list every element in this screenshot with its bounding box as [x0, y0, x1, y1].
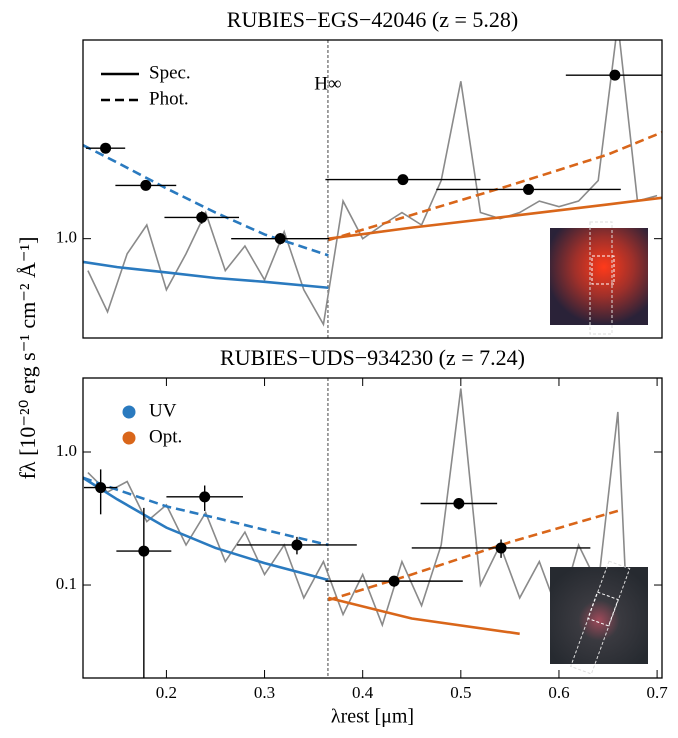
inset-box: [591, 255, 615, 285]
plot-frame: [82, 39, 663, 339]
legend-label: Phot.: [149, 88, 189, 109]
inset-box: [587, 591, 619, 627]
chart-title: RUBIES−EGS−42046 (z = 5.28): [227, 7, 518, 32]
photometry-point: [609, 69, 621, 81]
x-tick-label: 0.3: [254, 683, 275, 702]
x-axis-label: λrest [μm]: [331, 706, 414, 728]
spectrum: [87, 388, 629, 628]
plot-frame: [82, 377, 663, 679]
inset-slit: [589, 221, 613, 335]
x-tick-label: 0.6: [548, 683, 569, 702]
photometry-point: [95, 482, 107, 494]
photometry-point: [291, 539, 303, 551]
legend-label: Spec.: [149, 62, 191, 83]
plot-area: [83, 378, 629, 678]
photometry-point: [397, 174, 409, 186]
legend-label: UV: [149, 400, 177, 421]
photometry-point: [140, 179, 152, 191]
model-line: [327, 131, 662, 242]
photometry-point: [138, 545, 150, 557]
model-line: [83, 260, 329, 290]
photometry-point: [196, 211, 208, 223]
plot-area: [83, 40, 662, 338]
annotation: H∞: [314, 73, 341, 94]
photometry-point: [523, 183, 535, 195]
inset-image: [550, 567, 648, 664]
y-tick-label: 1.0: [56, 228, 77, 247]
photometry-point: [100, 142, 112, 154]
model-line: [327, 508, 624, 602]
x-tick-label: 0.4: [352, 683, 374, 702]
y-tick-label: 0.1: [56, 574, 77, 593]
legend-swatch: [122, 405, 136, 419]
legend-label: Opt.: [149, 426, 182, 447]
x-tick-label: 0.2: [156, 683, 177, 702]
photometry-point: [199, 491, 211, 503]
inset-image: [550, 228, 648, 325]
legend-swatch: [122, 431, 136, 445]
x-tick-label: 0.7: [646, 683, 668, 702]
model-line: [328, 596, 520, 636]
x-tick-label: 0.5: [450, 683, 471, 702]
photometry-point: [495, 542, 507, 554]
photometry-point: [388, 575, 400, 587]
y-axis-label: fλ [10⁻²⁰ erg s⁻¹ cm⁻² Å⁻¹]: [15, 237, 40, 480]
y-tick-label: 1.0: [56, 441, 77, 460]
model-line: [328, 196, 662, 240]
photometry-point: [274, 233, 286, 245]
photometry-point: [453, 498, 465, 510]
chart-title: RUBIES−UDS−934230 (z = 7.24): [220, 345, 525, 370]
model-line: [83, 476, 329, 582]
